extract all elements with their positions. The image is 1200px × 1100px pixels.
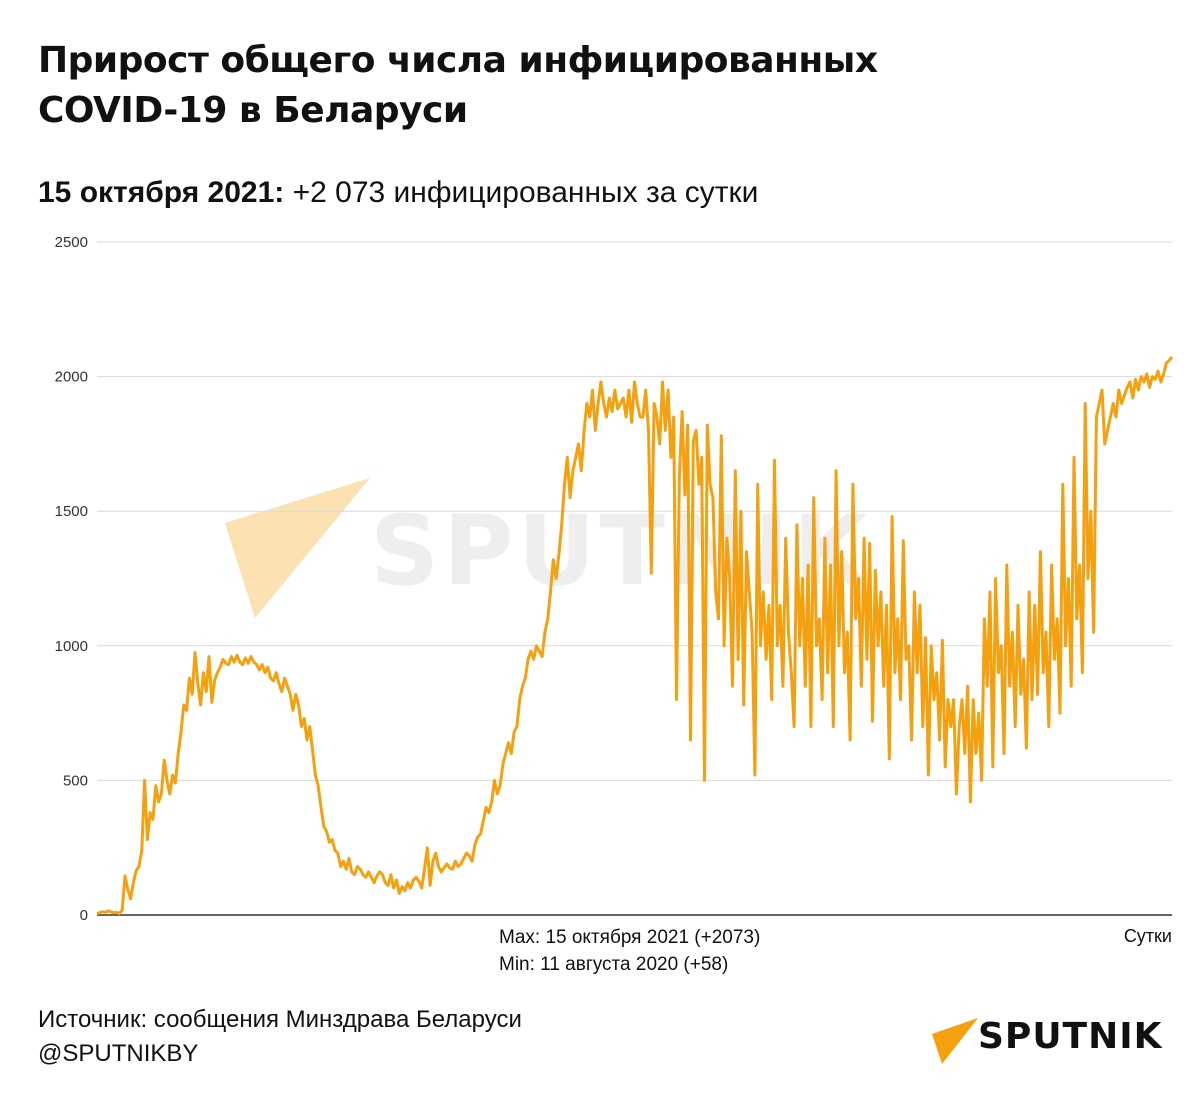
footer-handle[interactable]: @SPUTNIKBY xyxy=(38,1040,199,1067)
y-tick-label: 2000 xyxy=(55,369,88,386)
title-line-1: Прирост общего числа инфицированных xyxy=(38,40,878,81)
y-tick-label: 500 xyxy=(63,772,88,789)
chart-subtitle: 15 октября 2021: +2 073 инфицированных з… xyxy=(38,176,758,210)
subtitle-date: 15 октября 2021: xyxy=(38,176,285,209)
annotation-max: Max: 15 октября 2021 (+2073) xyxy=(499,927,760,948)
sputnik-logo: SPUTNIK xyxy=(930,1012,1170,1072)
series-line xyxy=(96,355,1174,916)
chart-title: Прирост общего числа инфицированных COVI… xyxy=(38,36,1138,136)
y-tick-label: 2500 xyxy=(55,234,88,251)
y-tick-label: 0 xyxy=(80,907,88,924)
line-chart: 0 500 1000 1500 2000 2500 Сутки Max: 15 октября… xyxy=(55,234,1174,975)
sputnik-logo-icon xyxy=(932,1018,978,1064)
y-tick-label: 1500 xyxy=(55,503,88,520)
x-axis-label: Сутки xyxy=(1124,926,1172,946)
footer-source: Источник: сообщения Минздрава Беларуси xyxy=(38,1006,522,1033)
y-tick-label: 1000 xyxy=(55,638,88,655)
footer: Источник: сообщения Минздрава Беларуси @… xyxy=(38,1003,522,1071)
subtitle-value: +2 073 инфицированных за сутки xyxy=(292,176,759,209)
title-line-2: COVID-19 в Беларуси xyxy=(38,90,468,131)
logo-text: SPUTNIK xyxy=(978,1016,1163,1057)
annotation-min: Min: 11 августа 2020 (+58) xyxy=(499,954,728,975)
